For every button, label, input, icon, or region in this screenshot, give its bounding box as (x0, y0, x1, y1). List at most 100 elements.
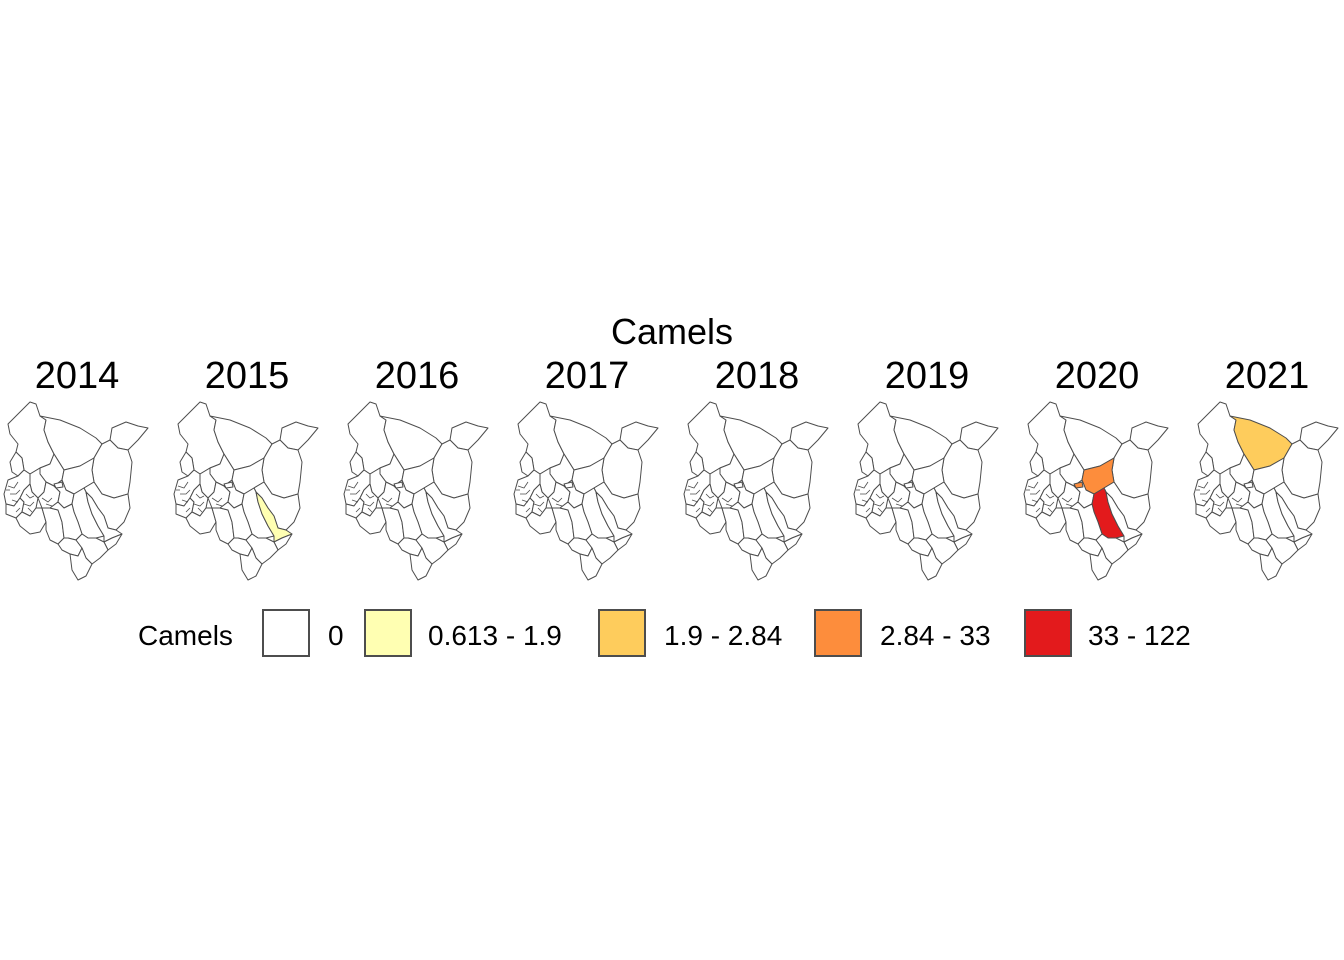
legend-label-1: 0.613 - 1.9 (428, 620, 562, 651)
county-boundary-9-2019 (877, 507, 883, 513)
panel-year-2017: 2017 (544, 355, 630, 397)
county-boundary-6-2020 (1065, 503, 1073, 507)
county-boundary-8-2016 (355, 507, 361, 513)
county-boundary-4-2019 (873, 501, 885, 507)
county-kilifi-2016 (415, 533, 449, 565)
county-kilifi-2018 (755, 533, 789, 565)
county-narok-2017 (525, 507, 557, 535)
county-boundary-4-2016 (363, 501, 375, 507)
county-rift-south-2020 (1039, 483, 1059, 517)
panel-year-2018: 2018 (714, 355, 800, 397)
county-boundary-8-2018 (695, 507, 701, 513)
county-boundary-3-2016 (365, 493, 375, 499)
county-narok-2021 (1205, 507, 1237, 535)
county-boundary-1-2017 (520, 489, 531, 495)
county-boundary-6-2019 (895, 503, 903, 507)
county-narok-2018 (695, 507, 727, 535)
county-samburu-spot-2019 (903, 481, 914, 489)
county-boundary-2-2021 (1201, 499, 1209, 503)
figure-title: Camels (610, 311, 734, 352)
county-boundary-5-2021 (1231, 497, 1243, 503)
county-narok-2019 (865, 507, 897, 535)
county-rift-south-2021 (1209, 483, 1229, 517)
county-boundary-1-2019 (860, 489, 871, 495)
county-boundary-9-2015 (197, 507, 203, 513)
county-boundary-5-2018 (721, 497, 733, 503)
kenya-map-2015 (173, 401, 319, 581)
legend-label-2: 1.9 - 2.84 (664, 620, 783, 651)
legend: Camels 0 0.613 - 1.9 1.9 - 2.84 2.84 - 3… (0, 606, 1344, 664)
county-rift-south-2016 (359, 483, 379, 517)
county-boundary-2-2019 (861, 499, 869, 503)
legend-label-3: 2.84 - 33 (880, 620, 991, 651)
county-boundary-3-2021 (1215, 493, 1225, 499)
county-boundary-0-2018 (687, 481, 699, 489)
map-panel-2014: 2014 (0, 352, 170, 592)
county-boundary-8-2020 (1035, 507, 1041, 513)
map-panel-2021: 2021 (1190, 352, 1344, 592)
county-boundary-4-2021 (1213, 501, 1225, 507)
county-boundary-2-2014 (11, 499, 19, 503)
county-boundary-5-2017 (551, 497, 563, 503)
legend-key-1 (364, 609, 412, 657)
county-samburu-spot-2017 (563, 481, 574, 489)
county-boundary-3-2019 (875, 493, 885, 499)
legend-label-0: 0 (328, 620, 344, 651)
county-boundary-8-2015 (185, 507, 191, 513)
county-boundary-0-2019 (857, 481, 869, 489)
county-boundary-8-2021 (1205, 507, 1211, 513)
county-kwale-mombasa-2021 (1259, 547, 1283, 581)
map-panel-2019: 2019 (850, 352, 1020, 592)
county-boundary-2-2016 (351, 499, 359, 503)
county-boundary-3-2014 (25, 493, 35, 499)
county-kwale-mombasa-2019 (919, 547, 943, 581)
county-boundary-8-2019 (865, 507, 871, 513)
county-boundary-0-2021 (1197, 481, 1209, 489)
county-boundary-4-2017 (533, 501, 545, 507)
county-samburu-spot-2021 (1243, 481, 1254, 489)
county-kilifi-2014 (75, 533, 109, 565)
county-boundary-2-2020 (1031, 499, 1039, 503)
county-boundary-0-2017 (517, 481, 529, 489)
map-panel-2018: 2018 (680, 352, 850, 592)
county-boundary-5-2019 (891, 497, 903, 503)
county-kwale-mombasa-2015 (239, 547, 263, 581)
county-rift-south-2015 (189, 483, 209, 517)
legend-title: Camels (138, 620, 233, 651)
county-boundary-5-2014 (41, 497, 53, 503)
county-boundary-9-2016 (367, 507, 373, 513)
county-kwale-mombasa-2020 (1089, 547, 1113, 581)
county-boundary-9-2017 (537, 507, 543, 513)
legend-label-4: 33 - 122 (1088, 620, 1191, 651)
county-boundary-3-2017 (535, 493, 545, 499)
panel-year-2016: 2016 (374, 355, 460, 397)
county-kwale-mombasa-2018 (749, 547, 773, 581)
kenya-map-2016 (343, 401, 489, 581)
panel-year-2015: 2015 (204, 355, 290, 397)
county-rift-south-2018 (699, 483, 719, 517)
county-boundary-1-2020 (1030, 489, 1041, 495)
county-boundary-6-2015 (215, 503, 223, 507)
county-boundary-1-2018 (690, 489, 701, 495)
legend-key-0 (262, 609, 310, 657)
county-rift-south-2019 (869, 483, 889, 517)
county-boundary-5-2015 (211, 497, 223, 503)
county-samburu-spot-2018 (733, 481, 744, 489)
county-boundary-0-2020 (1027, 481, 1039, 489)
county-rift-south-2017 (529, 483, 549, 517)
panel-year-2020: 2020 (1054, 355, 1140, 397)
county-boundary-4-2014 (23, 501, 35, 507)
kenya-map-2021 (1193, 401, 1339, 581)
legend-key-4 (1024, 609, 1072, 657)
county-boundary-6-2018 (725, 503, 733, 507)
county-boundary-3-2020 (1045, 493, 1055, 499)
county-boundary-9-2018 (707, 507, 713, 513)
county-kwale-mombasa-2014 (69, 547, 93, 581)
county-boundary-0-2016 (347, 481, 359, 489)
county-samburu-spot-2016 (393, 481, 404, 489)
map-panel-2016: 2016 (340, 352, 510, 592)
county-boundary-4-2020 (1043, 501, 1055, 507)
kenya-map-2019 (853, 401, 999, 581)
county-kilifi-2017 (585, 533, 619, 565)
